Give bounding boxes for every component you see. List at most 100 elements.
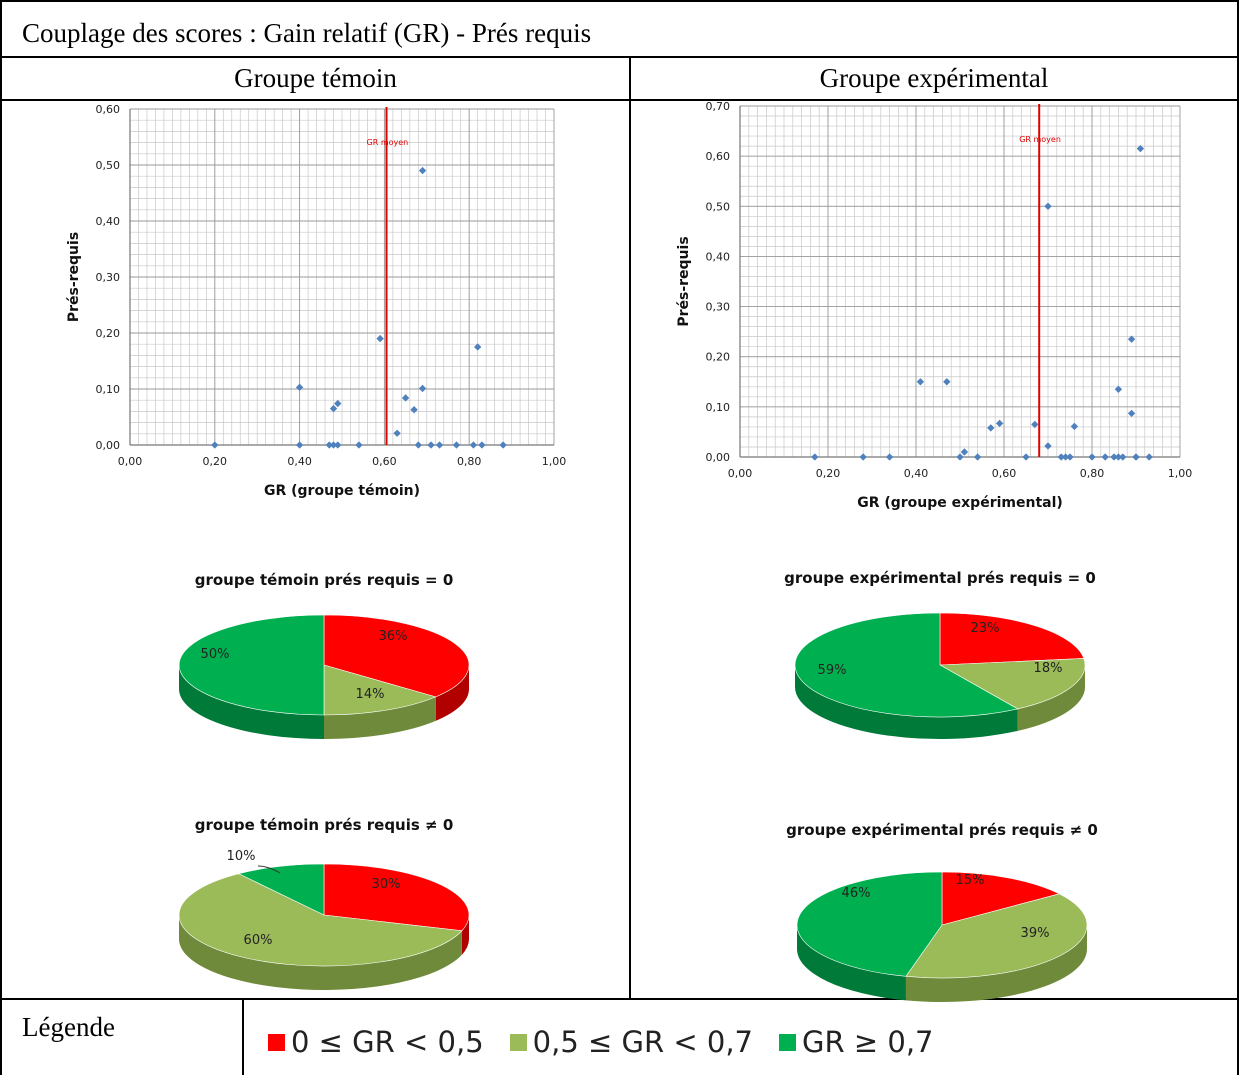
legend-swatch-mid <box>509 1033 527 1051</box>
pie-slice-side <box>1017 665 1085 731</box>
legend-text-low: 0 ≤ GR < 0,5 <box>291 1025 484 1059</box>
border-legend-divider <box>242 999 244 1075</box>
x-tick-label: 0,40 <box>904 467 929 480</box>
x-tick-label: 0,60 <box>372 455 397 468</box>
y-tick-label: 0,40 <box>96 215 121 228</box>
pie-slice-side <box>905 925 1087 1002</box>
x-tick-label: 0,20 <box>203 455 228 468</box>
data-point <box>1022 453 1030 461</box>
legend-swatch-low <box>268 1033 285 1051</box>
data-point <box>1145 453 1153 461</box>
data-point <box>334 399 342 408</box>
data-point <box>393 429 401 437</box>
pie-slice-side <box>461 915 469 955</box>
y-tick-label: 0,20 <box>96 327 121 340</box>
pie-slice-label: 39% <box>1021 926 1050 941</box>
pie-slice-label: 15% <box>956 873 985 888</box>
data-point <box>987 424 995 432</box>
pie-slice <box>323 614 470 698</box>
pie-slice <box>939 612 1085 666</box>
pie-title: groupe témoin prés requis ≠ 0 <box>195 816 454 834</box>
y-tick-label: 0,30 <box>96 271 121 284</box>
data-point <box>1070 422 1079 431</box>
pie-slice-label: 14% <box>356 687 385 702</box>
border-left <box>0 0 2 1075</box>
data-point <box>885 453 894 461</box>
pie-chart: groupe témoin prés requis ≠ 0 30% 60% 10% <box>178 816 470 991</box>
scatter-chart: 0,00 0,20 0,40 0,60 0,80 1,00 0,00 0,10 0,20 0,30… <box>66 103 566 499</box>
data-point <box>355 441 363 449</box>
data-point <box>295 383 304 391</box>
data-point <box>452 441 461 449</box>
legend-item-high: GR ≥ 0,7 <box>779 1025 934 1059</box>
pie-chart: groupe témoin prés requis = 0 36% 14% 50% <box>178 571 470 739</box>
data-point <box>334 441 342 449</box>
legend-item-mid: 0,5 ≤ GR < 0,7 <box>509 1025 754 1059</box>
pie-slice-label: 30% <box>372 877 401 892</box>
data-point <box>376 334 384 343</box>
data-point <box>427 441 435 449</box>
pie-slice <box>178 873 463 967</box>
data-point <box>414 441 422 449</box>
y-tick-label: 0,70 <box>706 100 731 113</box>
data-point <box>325 441 333 449</box>
data-point <box>960 448 969 456</box>
data-point <box>1127 409 1136 418</box>
data-point <box>1088 453 1096 461</box>
mean-line-label: GR moyen <box>367 138 409 147</box>
x-tick-label: 0,40 <box>287 455 312 468</box>
data-point <box>1127 335 1136 343</box>
y-tick-label: 0,60 <box>706 150 731 163</box>
legend-text-mid: 0,5 ≤ GR < 0,7 <box>532 1025 754 1059</box>
x-axis-label: GR (groupe expérimental) <box>857 495 1063 511</box>
pie-slice-label: 46% <box>842 886 871 901</box>
x-tick-label: 0,60 <box>992 467 1017 480</box>
y-tick-label: 0,60 <box>96 103 121 116</box>
y-tick-label: 0,10 <box>96 383 121 396</box>
data-point <box>1044 442 1052 450</box>
data-point <box>211 441 219 449</box>
border-col-divider <box>629 57 631 999</box>
data-point <box>1132 453 1140 461</box>
y-tick-label: 0,10 <box>706 401 731 414</box>
pie-slice-side <box>795 665 1018 739</box>
pie-slice-label: 50% <box>201 647 230 662</box>
data-point <box>499 441 507 449</box>
x-tick-label: 1,00 <box>542 455 567 468</box>
data-point <box>1031 420 1039 429</box>
y-tick-label: 0,50 <box>96 159 121 172</box>
data-point <box>474 343 482 351</box>
pie-slice-label: 10% <box>227 849 256 864</box>
x-axis-label: GR (groupe témoin) <box>264 483 420 499</box>
legend-item-low: 0 ≤ GR < 0,5 <box>268 1025 484 1059</box>
data-point <box>1101 453 1109 461</box>
pie-slice <box>178 614 325 716</box>
pie-title: groupe expérimental prés requis = 0 <box>784 569 1096 587</box>
data-point <box>1114 385 1123 393</box>
border-right <box>1237 0 1239 1075</box>
pie-slice-side <box>324 696 436 739</box>
pie-slice <box>905 893 1088 979</box>
pie-slice-side <box>179 665 324 739</box>
pie-chart: groupe expérimental prés requis ≠ 0 15% 39… <box>786 821 1098 1002</box>
table-title: Couplage des scores : Gain relatif (GR) … <box>22 18 592 48</box>
pie-slice <box>323 664 437 716</box>
data-point <box>1044 202 1052 210</box>
data-point <box>943 378 951 386</box>
data-point <box>469 441 478 449</box>
data-point <box>973 453 982 461</box>
pie-slice-label: 23% <box>971 621 1000 636</box>
data-point <box>401 394 410 402</box>
pie-slice <box>237 863 325 916</box>
pie-title: groupe témoin prés requis = 0 <box>195 571 454 589</box>
y-axis-label: Prés-requis <box>66 232 82 322</box>
x-tick-label: 0,20 <box>816 467 841 480</box>
y-tick-label: 0,30 <box>706 301 731 314</box>
pie-slice <box>323 863 470 932</box>
data-point <box>1066 453 1074 461</box>
pie-slice-label: 60% <box>244 933 273 948</box>
pie-slice <box>794 612 1019 718</box>
pie-title: groupe expérimental prés requis ≠ 0 <box>786 821 1098 839</box>
